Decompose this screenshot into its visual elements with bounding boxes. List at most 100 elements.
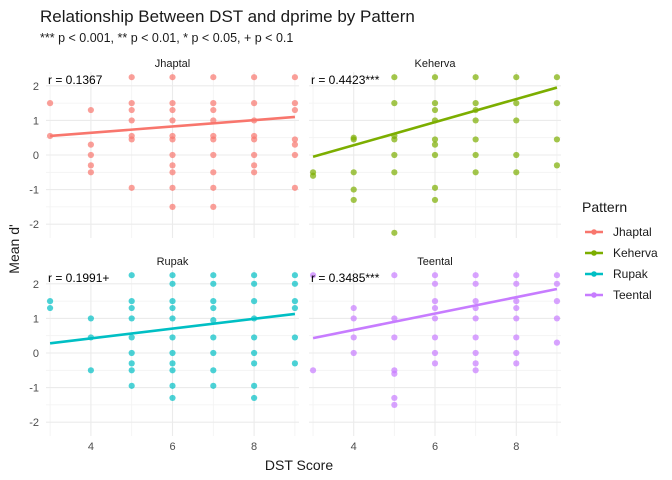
data-point [553, 74, 561, 81]
data-point [350, 334, 357, 341]
data-point [513, 100, 520, 107]
legend-key-point [591, 250, 597, 256]
data-point [513, 360, 520, 367]
data-point [431, 136, 439, 143]
data-point [169, 169, 176, 176]
data-point [391, 229, 398, 236]
data-point [350, 136, 357, 143]
panel-strip-label: Teental [417, 256, 452, 268]
y-axis-title: Mean d' [6, 224, 22, 273]
regression-line [312, 287, 558, 340]
data-point [553, 298, 561, 305]
data-point [251, 272, 258, 279]
x-tick-label: 6 [169, 441, 175, 453]
data-point [291, 74, 299, 81]
data-point [513, 334, 520, 341]
data-point [431, 151, 439, 159]
data-point [350, 186, 357, 193]
data-point [169, 151, 176, 159]
data-point [251, 382, 258, 389]
data-point [128, 100, 135, 107]
data-point [431, 272, 439, 279]
data-point [87, 315, 94, 322]
data-point [169, 74, 176, 81]
data-point [169, 315, 176, 322]
data-point [128, 184, 135, 191]
data-point [350, 304, 357, 312]
data-point [251, 169, 258, 176]
data-point [472, 272, 479, 279]
data-point [291, 136, 299, 143]
data-point [87, 141, 94, 148]
data-point [309, 272, 317, 279]
data-point [210, 367, 217, 374]
data-point [309, 172, 317, 179]
data-point [169, 184, 176, 191]
data-point [169, 100, 176, 107]
y-tick-label: -1 [29, 185, 39, 197]
data-point [210, 106, 217, 114]
legend-label: Jhaptal [613, 225, 652, 239]
y-tick-label: 1 [33, 115, 39, 127]
data-point [169, 136, 176, 143]
data-point [169, 367, 176, 374]
data-point [391, 272, 398, 279]
legend-title: Pattern [582, 199, 627, 215]
data-point [391, 334, 398, 341]
data-point [513, 315, 520, 322]
x-tick-label: 4 [351, 441, 357, 453]
y-tick-label: -2 [29, 219, 39, 231]
legend-label: Teental [613, 288, 652, 302]
legend-label: Rupak [613, 267, 649, 281]
data-point [169, 304, 176, 312]
legend-item-rupak: Rupak [585, 267, 649, 281]
data-point [210, 169, 217, 176]
y-tick-label: 2 [33, 279, 39, 291]
data-point [291, 272, 299, 279]
data-point [87, 106, 94, 114]
data-point [291, 304, 299, 312]
data-point [210, 100, 217, 107]
data-point [87, 162, 94, 169]
data-point [46, 100, 54, 107]
data-point [513, 117, 520, 124]
data-point [169, 106, 176, 114]
data-point [472, 74, 479, 81]
data-point [431, 280, 439, 287]
data-point [513, 151, 520, 159]
data-point [513, 298, 520, 305]
data-point [210, 304, 217, 312]
data-point [472, 367, 479, 374]
data-point [553, 100, 561, 107]
y-tick-label: 2 [33, 81, 39, 93]
data-point [350, 196, 357, 204]
data-point [472, 334, 479, 341]
regression-line [49, 312, 296, 345]
data-point [391, 74, 398, 81]
chart-subtitle: *** p < 0.001, ** p < 0.01, * p < 0.05, … [40, 31, 293, 45]
data-point [553, 315, 561, 322]
data-point [87, 367, 94, 374]
x-axis-title: DST Score [265, 457, 333, 473]
data-point [128, 298, 135, 305]
data-point [291, 100, 299, 107]
x-tick-label: 4 [88, 441, 94, 453]
data-point [210, 298, 217, 305]
data-point [210, 151, 217, 159]
data-point [128, 315, 135, 322]
data-point [391, 169, 398, 176]
data-point [210, 184, 217, 191]
data-point [472, 280, 479, 287]
data-point [46, 298, 54, 305]
legend-item-jhaptal: Jhaptal [585, 225, 652, 239]
data-point [169, 360, 176, 367]
data-point [431, 315, 439, 322]
data-point [128, 367, 135, 374]
data-point [128, 334, 135, 341]
panel-strip-label: Keherva [415, 58, 457, 70]
panel-keherva: Keherva r = 0.4423*** [309, 58, 561, 238]
data-point [431, 196, 439, 204]
y-tick-label: 1 [33, 313, 39, 325]
data-point [128, 74, 135, 81]
data-point [431, 184, 439, 191]
